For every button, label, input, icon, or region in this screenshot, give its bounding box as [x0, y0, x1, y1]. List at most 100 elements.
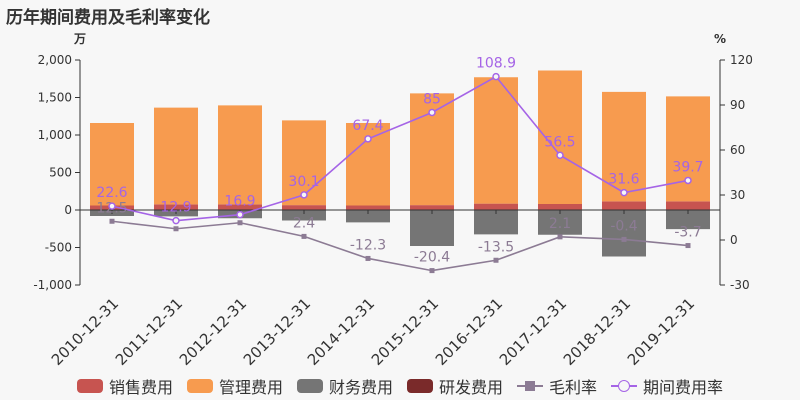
data-label-期间费用率: 108.9: [476, 56, 516, 72]
bar-财务费用-2016-12-31: [474, 210, 518, 235]
point-毛利率: [365, 255, 371, 261]
left-axis-tick-label: 500: [49, 166, 72, 180]
chart-legend: 销售费用 管理费用 财务费用 研发费用 毛利率 期间费用率: [0, 374, 800, 398]
legend-swatch: [186, 379, 213, 393]
data-label-期间费用率: 16.9: [224, 194, 255, 210]
legend-item-销售费用[interactable]: 销售费用: [76, 374, 173, 398]
data-label-期间费用率: 22.6: [96, 185, 127, 201]
right-axis-tick-label: 0: [730, 233, 738, 247]
x-axis-tick-label: 2019-12-31: [624, 295, 698, 369]
x-axis-tick-label: 2015-12-31: [368, 295, 442, 369]
bar-财务费用-2019-12-31: [666, 210, 710, 230]
line-期间费用率: [111, 75, 689, 222]
bar-销售费用-2017-12-31: [538, 204, 582, 210]
legend-item-研发费用[interactable]: 研发费用: [407, 374, 503, 398]
left-axis-tick-label: 1,500: [38, 91, 72, 105]
x-axis-tick-label: 2017-12-31: [496, 295, 570, 369]
legend-item-财务费用[interactable]: 财务费用: [296, 374, 393, 398]
legend-swatch: [76, 379, 103, 393]
legend-item-管理费用[interactable]: 管理费用: [186, 374, 283, 398]
left-axis-tick-label: 1,000: [38, 128, 72, 142]
data-label-期间费用率: 85: [423, 92, 441, 108]
point-毛利率: [173, 226, 179, 232]
data-label-期间费用率: 12.9: [160, 200, 191, 216]
point-毛利率: [301, 233, 307, 239]
bar-财务费用-2014-12-31: [346, 210, 390, 223]
data-label-毛利率: 2.4: [293, 215, 315, 231]
point-期间费用率: [492, 72, 500, 81]
legend-label: 财务费用: [328, 378, 393, 397]
point-期间费用率: [620, 188, 628, 197]
x-axis-tick-label: 2014-12-31: [304, 295, 378, 369]
bar-销售费用-2015-12-31: [410, 205, 454, 210]
bar-销售费用-2014-12-31: [346, 205, 390, 210]
left-axis-tick-label: -500: [45, 241, 72, 255]
data-label-期间费用率: 56.5: [544, 134, 575, 150]
bar-管理费用-2010-12-31: [90, 123, 134, 206]
data-label-期间费用率: 31.6: [608, 172, 639, 188]
bar-财务费用-2013-12-31: [282, 210, 326, 221]
point-期间费用率: [428, 108, 436, 117]
bar-管理费用-2013-12-31: [282, 120, 326, 206]
right-axis-tick-label: 60: [730, 143, 745, 157]
bar-销售费用-2016-12-31: [474, 203, 518, 210]
legend-swatch: [407, 379, 433, 393]
bar-销售费用-2013-12-31: [282, 205, 326, 210]
left-axis-tick-label: 2,000: [38, 53, 72, 67]
right-axis-tick-label: 30: [730, 188, 745, 202]
data-label-期间费用率: 30.1: [288, 174, 319, 190]
data-label-毛利率: -20.4: [414, 250, 450, 266]
point-毛利率: [621, 236, 627, 242]
point-期间费用率: [684, 176, 692, 185]
point-毛利率: [493, 257, 499, 263]
x-axis-tick-label: 2013-12-31: [240, 295, 314, 369]
bar-管理费用-2019-12-31: [666, 96, 710, 202]
bar-财务费用-2015-12-31: [410, 210, 454, 246]
bar-管理费用-2016-12-31: [474, 77, 518, 204]
legend-item-毛利率[interactable]: 毛利率: [517, 374, 597, 398]
data-label-期间费用率: 39.7: [672, 159, 703, 175]
data-label-毛利率: -3.7: [674, 225, 701, 241]
point-毛利率: [237, 220, 243, 226]
bar-销售费用-2011-12-31: [154, 204, 198, 210]
bar-销售费用-2019-12-31: [666, 201, 710, 210]
x-axis-tick-label: 2010-12-31: [48, 295, 122, 369]
point-毛利率: [109, 218, 115, 224]
x-axis-tick-label: 2018-12-31: [560, 295, 634, 369]
right-axis-tick-label: -30: [730, 278, 750, 292]
chart-title: 历年期间费用及毛利率变化: [6, 8, 210, 28]
bar-财务费用-2018-12-31: [602, 210, 646, 257]
legend-item-期间费用率[interactable]: 期间费用率: [611, 374, 723, 398]
point-期间费用率: [172, 216, 180, 225]
x-axis-tick-label: 2011-12-31: [112, 295, 186, 369]
point-毛利率: [429, 268, 435, 274]
legend-label: 管理费用: [218, 378, 283, 397]
right-axis-unit: %: [714, 32, 726, 46]
right-axis-tick-label: 90: [730, 98, 745, 112]
data-label-毛利率: -13.5: [478, 239, 514, 255]
point-期间费用率: [364, 135, 372, 143]
data-label-毛利率: -12.3: [350, 237, 386, 253]
legend-line-swatch: [517, 379, 544, 393]
point-期间费用率: [556, 151, 564, 159]
point-毛利率: [557, 234, 563, 240]
bar-管理费用-2011-12-31: [154, 107, 198, 205]
bar-销售费用-2018-12-31: [602, 201, 646, 210]
legend-label: 研发费用: [439, 378, 504, 397]
bar-管理费用-2012-12-31: [218, 105, 262, 205]
legend-swatch: [296, 379, 323, 393]
data-label-毛利率: 2.1: [549, 216, 571, 232]
legend-label: 期间费用率: [643, 378, 724, 397]
bar-销售费用-2012-12-31: [218, 204, 262, 210]
point-期间费用率: [300, 191, 308, 199]
point-期间费用率: [108, 202, 116, 210]
bar-财务费用-2017-12-31: [538, 210, 582, 235]
line-毛利率: [111, 220, 689, 272]
point-期间费用率: [236, 210, 244, 219]
left-axis-tick-label: -1,000: [33, 278, 72, 292]
legend-line-swatch: [611, 379, 638, 393]
x-axis-tick-label: 2012-12-31: [176, 295, 250, 369]
x-axis-tick-label: 2016-12-31: [432, 295, 506, 369]
data-label-毛利率: -0.4: [610, 218, 637, 234]
